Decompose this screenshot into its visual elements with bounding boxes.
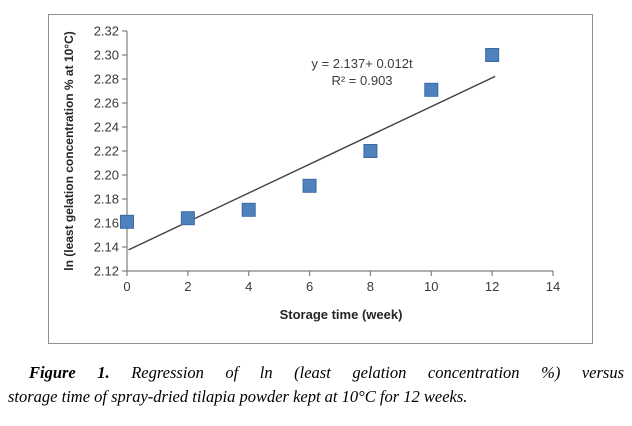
y-axis-title: ln (least gelation concentration % at 10… [62,31,76,271]
data-point-marker [241,202,256,217]
caption-figure-label: Figure 1. [29,363,110,382]
x-tick-label: 2 [184,279,191,294]
y-tick-label: 2.12 [94,264,119,279]
y-tick-label: 2.28 [94,72,119,87]
y-tick-label: 2.14 [94,240,119,255]
caption-line-1: Figure 1. Regression of ln (least gelati… [8,361,624,385]
y-tick-label: 2.24 [94,120,119,135]
data-point-marker [302,178,317,193]
y-tick-label: 2.30 [94,48,119,63]
figure-caption: Figure 1. Regression of ln (least gelati… [8,361,624,409]
data-point-marker [363,144,378,158]
y-tick-label: 2.20 [94,168,119,183]
y-tick-label: 2.26 [94,96,119,111]
x-axis-title: Storage time (week) [279,307,403,322]
x-tick-label: 14 [546,279,560,294]
trendline-annotation: y = 2.137+ 0.012t R² = 0.903 [311,55,412,89]
x-tick-label: 8 [367,279,374,294]
equation-text: y = 2.137+ 0.012t [311,56,413,71]
x-tick-label: 4 [245,279,252,294]
data-point-marker [120,214,134,229]
caption-line-2: storage time of spray-dried tilapia powd… [8,387,468,406]
caption-line-1-text: Regression of ln (least gelation concent… [109,363,624,382]
data-point-marker [180,211,195,226]
x-axis: 0 2 4 6 8 10 12 14 [123,270,560,294]
x-tick-label: 6 [306,279,313,294]
x-tick-label: 12 [485,279,499,294]
y-tick-label: 2.22 [94,144,119,159]
r-squared-text: R² = 0.903 [331,73,393,88]
data-points [120,48,500,229]
y-axis: 2.12 2.14 2.16 2.18 2.20 2.22 2.24 2.26 2.28 2.30… [94,24,128,279]
x-tick-label: 0 [123,279,130,294]
y-tick-label: 2.32 [94,24,119,39]
y-tick-label: 2.18 [94,192,119,207]
x-tick-label: 10 [424,279,438,294]
chart-canvas: 2.12 2.14 2.16 2.18 2.20 2.22 2.24 2.26 2.28 2.30… [94,24,561,295]
y-tick-label: 2.16 [94,216,119,231]
chart-frame: 2.12 2.14 2.16 2.18 2.20 2.22 2.24 2.26 2.28 2.30… [48,14,593,344]
data-point-marker [424,82,439,97]
data-point-marker [485,48,500,62]
